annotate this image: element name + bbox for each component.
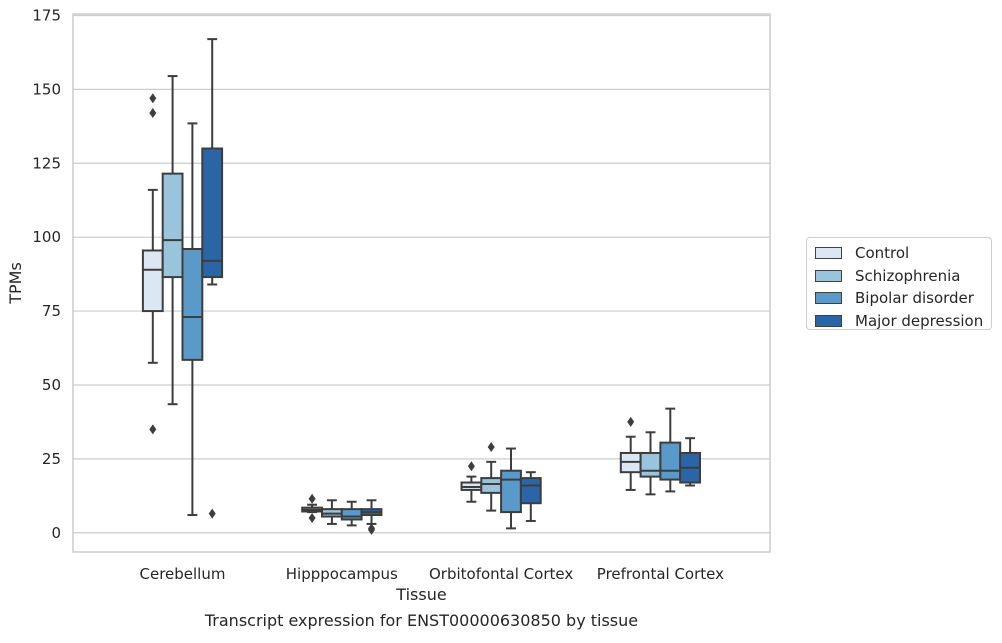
y-tick-label: 25 xyxy=(42,450,61,468)
x-axis-ticks: Cerebellum Hipppocampus Orbitofontal Corte… xyxy=(140,565,725,583)
legend-label: Major depression xyxy=(855,311,984,330)
box xyxy=(161,75,184,406)
legend-item-bipolar-disorder: Bipolar disorder xyxy=(815,287,991,310)
y-tick-label: 50 xyxy=(42,376,61,394)
legend-swatch xyxy=(815,292,842,305)
outlier-point xyxy=(308,513,316,524)
box xyxy=(639,431,662,496)
box xyxy=(619,416,642,491)
outlier-point xyxy=(149,424,157,435)
y-axis-label: TPMs xyxy=(6,262,25,305)
y-tick-label: 75 xyxy=(42,302,61,320)
box xyxy=(360,499,383,535)
box xyxy=(301,493,324,524)
y-axis-ticks: 0 25 50 75 100 125 150 175 xyxy=(32,6,61,541)
box xyxy=(321,499,343,525)
y-tick-label: 125 xyxy=(32,154,61,172)
legend-item-schizophrenia: Schizophrenia xyxy=(815,265,991,288)
box-iqr xyxy=(480,477,503,494)
box-iqr xyxy=(519,477,542,505)
box-iqr xyxy=(340,508,363,521)
y-tick-label: 175 xyxy=(32,6,61,24)
y-tick-label: 0 xyxy=(51,524,61,542)
box xyxy=(679,437,702,487)
x-axis-label: Tissue xyxy=(395,585,446,604)
y-tick-label: 100 xyxy=(32,228,61,246)
box-iqr xyxy=(500,469,522,514)
chart-caption: Transcript expression for ENST0000063085… xyxy=(204,611,638,630)
box xyxy=(460,461,483,503)
box xyxy=(500,447,522,530)
legend-swatch xyxy=(815,314,842,327)
x-tick-label: Prefrontal Cortex xyxy=(597,565,724,583)
legend-label: Control xyxy=(855,244,910,263)
box xyxy=(480,442,503,512)
boxes xyxy=(141,38,702,535)
legend-item-control: Control xyxy=(815,242,991,265)
box xyxy=(519,471,542,522)
legend-swatch xyxy=(815,269,842,282)
box-iqr xyxy=(639,451,662,478)
outlier-point xyxy=(149,93,157,104)
box-iqr xyxy=(141,249,164,313)
outlier-point xyxy=(368,524,375,535)
plot-frame xyxy=(72,13,771,553)
box xyxy=(201,38,224,519)
box xyxy=(181,122,204,517)
box xyxy=(340,500,363,527)
legend: Control Schizophrenia Bipolar disorder M… xyxy=(806,237,992,330)
legend-item-major-depression: Major depression xyxy=(815,310,991,333)
outlier-point xyxy=(149,108,157,119)
outlier-point xyxy=(308,493,316,504)
outlier-point xyxy=(467,461,475,472)
box xyxy=(141,93,164,435)
outlier-point xyxy=(627,416,635,427)
outlier-point xyxy=(487,442,495,453)
box-iqr xyxy=(201,147,224,279)
box-iqr xyxy=(161,172,184,279)
box-iqr xyxy=(181,248,204,361)
legend-label: Bipolar disorder xyxy=(855,289,974,308)
box xyxy=(659,407,682,493)
outlier-point xyxy=(208,508,216,519)
y-tick-label: 150 xyxy=(32,80,61,98)
box-iqr xyxy=(659,441,682,481)
legend-swatch xyxy=(815,247,842,260)
x-tick-label: Cerebellum xyxy=(140,565,226,583)
x-tick-label: Orbitofontal Cortex xyxy=(429,565,573,583)
x-tick-label: Hipppocampus xyxy=(286,565,398,583)
legend-label: Schizophrenia xyxy=(855,266,961,285)
